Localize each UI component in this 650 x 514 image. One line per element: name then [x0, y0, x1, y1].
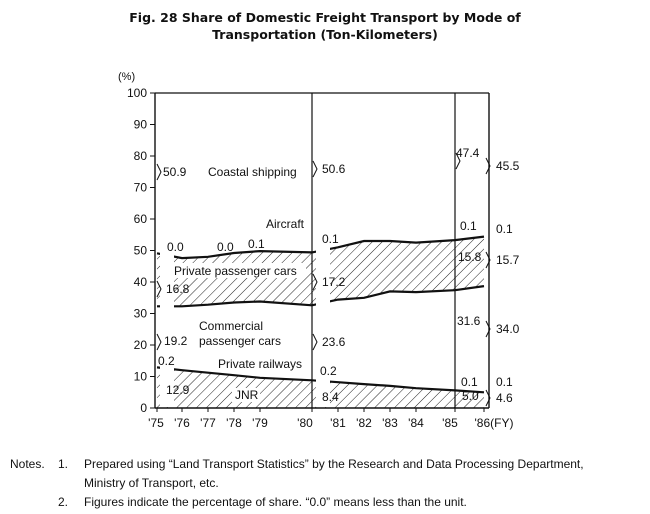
bracket-mark-6 [455, 152, 461, 170]
annotation-commercial-line1: Commercial [199, 319, 263, 333]
bracket-mark-5 [312, 273, 318, 291]
y-tick-label-100: 100 [127, 86, 147, 100]
data-label-75-2: 19.2 [164, 334, 188, 348]
bracket-mark-4 [312, 333, 318, 351]
annotation-jnr-bg [232, 388, 260, 402]
data-label-86-0: 4.6 [496, 391, 513, 405]
data-label-75-1: 0.2 [158, 354, 175, 368]
x-tick-label-5: '80 [297, 416, 313, 430]
y-tick-label-80: 80 [134, 149, 148, 163]
data-label-80-4: 0.1 [322, 232, 339, 246]
note-1-number: 1. [58, 457, 69, 471]
data-label-80-3: 17.2 [322, 275, 346, 289]
bracket-mark-2 [156, 280, 162, 298]
chart-title-line2: Transportation (Ton-Kilometers) [212, 27, 438, 42]
notes-lead: Notes. [10, 457, 45, 471]
data-label-85-1: 0.1 [461, 375, 478, 389]
annotation-private-cars-bg [172, 263, 306, 278]
chart-title-line1: Fig. 28 Share of Domestic Freight Transp… [129, 10, 521, 25]
data-label-80-1: 0.2 [320, 364, 337, 378]
x-tick-label-2: '77 [200, 416, 216, 430]
bracket-mark-8 [485, 320, 491, 338]
x-tick-label-3: '78 [226, 416, 242, 430]
data-label-80-0: 8.4 [322, 390, 339, 404]
x-tick-label-0: '75 [148, 416, 164, 430]
annotation-jnr: JNR [235, 388, 259, 402]
bracket-mark-1 [156, 333, 162, 351]
y-tick-label-0: 0 [140, 401, 147, 415]
y-tick-label-90: 90 [134, 118, 148, 132]
y-tick-label-70: 70 [134, 181, 148, 195]
x-tick-label-4: '79 [252, 416, 268, 430]
data-label-86-3: 15.7 [496, 253, 520, 267]
annotation-aircraft: Aircraft [266, 217, 305, 231]
data-label-77-0: 0.0 [217, 240, 234, 254]
annotation-commercial-line2: passenger cars [199, 334, 281, 348]
data-label-86-2: 34.0 [496, 322, 520, 336]
y-axis-unit: (%) [118, 71, 135, 83]
data-label-85-2: 31.6 [457, 314, 481, 328]
note-1-text-cont: Ministry of Transport, etc. [84, 476, 219, 490]
data-label-85-5: 47.4 [456, 146, 480, 160]
bracket-mark-9 [485, 251, 491, 269]
data-label-80-2: 23.6 [322, 335, 346, 349]
x-tick-label-6: '81 [330, 416, 346, 430]
x-tick-label-9: '84 [408, 416, 424, 430]
data-label-75-5: 50.9 [163, 165, 187, 179]
data-label-75-3: 16.8 [166, 282, 190, 296]
annotation-private-railways: Private railways [218, 357, 302, 371]
y-tick-label-40: 40 [134, 275, 148, 289]
y-tick-label-20: 20 [134, 338, 148, 352]
data-label-80-5: 50.6 [322, 162, 346, 176]
note-1-text: Prepared using “Land Transport Statistic… [84, 457, 584, 471]
data-label-86-4: 0.1 [496, 222, 513, 236]
y-tick-label-10: 10 [134, 370, 148, 384]
data-label-85-3: 15.8 [458, 250, 482, 264]
note-2-text: Figures indicate the percentage of share… [84, 495, 467, 509]
data-label-85-4: 0.1 [460, 219, 477, 233]
annotation-coastal-shipping: Coastal shipping [208, 165, 297, 179]
data-label-86-1: 0.1 [496, 375, 513, 389]
data-label-85-0: 5.0 [462, 389, 479, 403]
label-gap-1 [316, 93, 330, 407]
y-tick-label-50: 50 [134, 244, 148, 258]
bracket-mark-3 [312, 160, 318, 178]
bracket-mark-0 [156, 163, 162, 181]
y-tick-label-60: 60 [134, 212, 148, 226]
notes: Notes. 1. Prepared using “Land Transport… [10, 455, 645, 512]
data-label-75-4: 0.0 [167, 240, 184, 254]
y-tick-label-30: 30 [134, 307, 148, 321]
x-tick-label-11: '86(FY) [475, 416, 514, 430]
bracket-mark-10 [485, 389, 491, 407]
data-label-75-0: 12.9 [166, 383, 190, 397]
annotation-private-passenger-cars: Private passenger cars [174, 264, 297, 278]
x-tick-label-1: '76 [174, 416, 190, 430]
data-label-86-5: 45.5 [496, 159, 520, 173]
x-tick-label-7: '82 [356, 416, 372, 430]
x-tick-label-8: '83 [382, 416, 398, 430]
label-gap-0 [160, 93, 174, 407]
x-tick-label-10: '85 [442, 416, 458, 430]
note-2-number: 2. [58, 495, 69, 509]
data-label-78-0: 0.1 [248, 237, 265, 251]
bracket-mark-7 [485, 157, 491, 175]
